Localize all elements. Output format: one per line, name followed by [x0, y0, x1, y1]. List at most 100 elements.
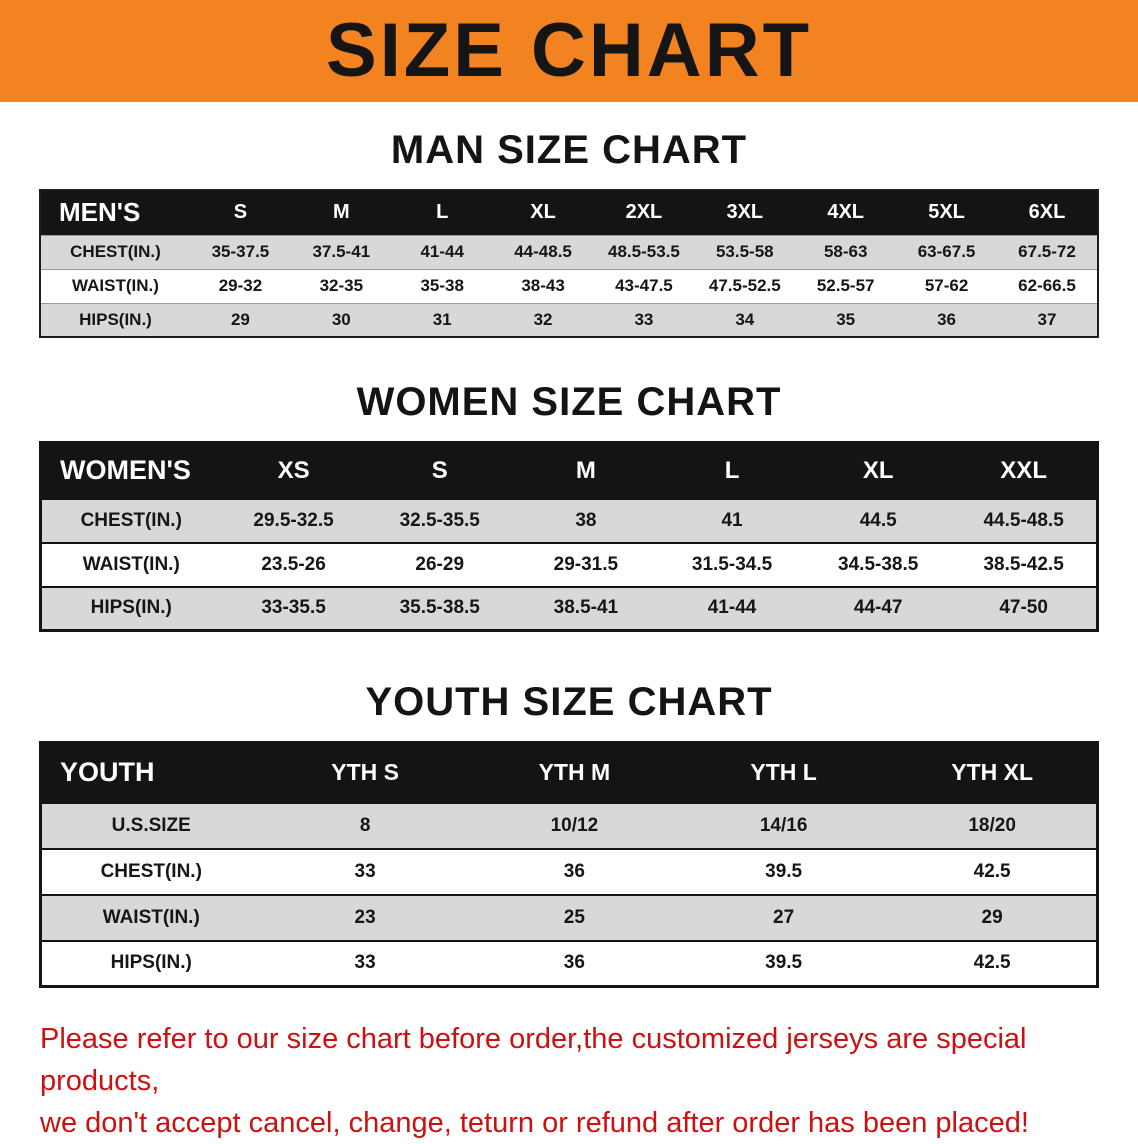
- size-value: 52.5-57: [795, 268, 897, 303]
- youth-size-section: YOUTH SIZE CHART YOUTH YTH S YTH M YTH L YTH…: [0, 680, 1138, 988]
- size-value: 38.5-42.5: [951, 541, 1098, 587]
- size-value: 44-47: [805, 585, 952, 631]
- size-value: 29-31.5: [512, 541, 659, 587]
- size-column-header: L: [436, 201, 449, 224]
- table-header-row: MEN'S S M L XL 2XL 3XL 4XL 5XL 6XL: [40, 190, 1098, 235]
- size-column-header: YTH L: [750, 759, 817, 786]
- size-chart-banner: SIZE CHART: [0, 0, 1138, 102]
- size-value: 14/16: [679, 801, 889, 849]
- table-row: WAIST(IN.) 29-32 32-35 35-38 38-43 43-47.5 47.…: [40, 268, 1098, 303]
- size-value: 36: [469, 847, 679, 895]
- men-section-title: MAN SIZE CHART: [390, 128, 748, 172]
- size-column-header: S: [431, 456, 448, 484]
- table-row: CHEST(IN.) 29.5-32.5 32.5-35.5 38 41 44.5 44.5…: [40, 497, 1098, 543]
- size-column-header: S: [233, 201, 248, 224]
- men-size-table: MEN'S S M L XL 2XL 3XL 4XL 5XL 6XL CHEST(IN.) 35-37…: [39, 189, 1099, 338]
- size-value: 33: [593, 302, 695, 337]
- women-size-section: WOMEN SIZE CHART WOMEN'S XS S M L XL XXL CHEST(…: [0, 380, 1138, 632]
- row-label: HIPS(IN.): [40, 302, 190, 337]
- size-value: 38.5-41: [512, 585, 659, 631]
- size-column-header: 4XL: [827, 201, 865, 224]
- size-value: 44.5: [805, 497, 952, 543]
- size-value: 27: [679, 893, 889, 941]
- size-value: 29: [190, 302, 291, 337]
- size-value: 37.5-41: [290, 234, 392, 269]
- banner-title: SIZE CHART: [326, 8, 812, 93]
- table-row: CHEST(IN.) 33 36 39.5 42.5: [40, 847, 1098, 895]
- table-row: HIPS(IN.) 33 36 39.5 42.5: [40, 939, 1098, 987]
- women-size-table: WOMEN'S XS S M L XL XXL CHEST(IN.) 29.5-32.5 32.5…: [39, 441, 1099, 632]
- size-value: 41: [658, 497, 806, 543]
- row-label: WAIST(IN.): [40, 893, 261, 941]
- size-value: 44.5-48.5: [951, 497, 1098, 543]
- size-value: 57-62: [896, 268, 997, 303]
- size-value: 58-63: [795, 234, 897, 269]
- size-value: 31: [391, 302, 493, 337]
- size-value: 43-47.5: [593, 268, 695, 303]
- size-value: 38-43: [492, 268, 594, 303]
- size-value: 32: [492, 302, 594, 337]
- table-row: U.S.SIZE 8 10/12 14/16 18/20: [40, 801, 1098, 849]
- size-column-header: YTH M: [538, 759, 611, 786]
- table-row: HIPS(IN.) 33-35.5 35.5-38.5 38.5-41 41-44 44-…: [40, 585, 1098, 631]
- size-value: 29-32: [190, 268, 291, 303]
- row-label: CHEST(IN.): [40, 847, 261, 895]
- size-value: 23: [260, 893, 470, 941]
- size-value: 33: [260, 939, 470, 987]
- table-row: HIPS(IN.) 29 30 31 32 33 34 35 36 37: [40, 302, 1098, 337]
- size-value: 32.5-35.5: [366, 497, 513, 543]
- row-label: U.S.SIZE: [40, 801, 261, 849]
- size-column-header: 3XL: [726, 201, 764, 224]
- size-value: 39.5: [679, 847, 889, 895]
- size-column-header: L: [724, 456, 740, 484]
- size-column-header: XL: [862, 456, 894, 484]
- size-value: 35-38: [391, 268, 493, 303]
- size-value: 23.5-26: [220, 541, 367, 587]
- row-label: HIPS(IN.): [40, 939, 261, 987]
- size-value: 26-29: [366, 541, 513, 587]
- size-value: 39.5: [679, 939, 889, 987]
- size-value: 29: [888, 893, 1098, 941]
- row-label: WAIST(IN.): [40, 541, 221, 587]
- size-value: 35: [795, 302, 897, 337]
- size-column-header: 5XL: [928, 201, 965, 224]
- table-header-row: WOMEN'S XS S M L XL XXL: [40, 442, 1098, 499]
- notice-line-2: we don't accept cancel, change, teturn o…: [40, 1107, 1029, 1140]
- size-value: 38: [512, 497, 659, 543]
- size-value: 34: [694, 302, 796, 337]
- table-corner-label: MEN'S: [59, 197, 141, 228]
- size-value: 42.5: [888, 939, 1098, 987]
- size-value: 62-66.5: [997, 268, 1098, 303]
- size-value: 41-44: [391, 234, 493, 269]
- row-label: CHEST(IN.): [40, 234, 190, 269]
- size-value: 25: [469, 893, 679, 941]
- women-section-title: WOMEN SIZE CHART: [356, 380, 782, 424]
- youth-section-title: YOUTH SIZE CHART: [365, 680, 773, 724]
- size-value: 42.5: [888, 847, 1098, 895]
- table-row: CHEST(IN.) 35-37.5 37.5-41 41-44 44-48.5 48.5…: [40, 234, 1098, 269]
- youth-size-table: YOUTH YTH S YTH M YTH L YTH XL U.S.SIZE 8 10/12…: [39, 741, 1099, 988]
- size-column-header: XXL: [1000, 456, 1047, 484]
- size-column-header: XL: [530, 201, 556, 224]
- size-value: 48.5-53.5: [593, 234, 695, 269]
- size-column-header: 6XL: [1028, 201, 1066, 224]
- notice-line-1: Please refer to our size chart before or…: [40, 1023, 1027, 1098]
- size-column-header: M: [575, 456, 596, 484]
- size-value: 31.5-34.5: [658, 541, 806, 587]
- size-value: 63-67.5: [896, 234, 997, 269]
- size-value: 32-35: [290, 268, 392, 303]
- table-header-row: YOUTH YTH S YTH M YTH L YTH XL: [40, 742, 1098, 803]
- size-column-header: YTH XL: [951, 759, 1034, 786]
- size-value: 18/20: [888, 801, 1098, 849]
- row-label: CHEST(IN.): [40, 497, 221, 543]
- size-column-header: XS: [277, 456, 310, 484]
- order-notice: Please refer to our size chart before or…: [40, 1018, 1138, 1144]
- size-value: 29.5-32.5: [220, 497, 367, 543]
- size-value: 53.5-58: [694, 234, 796, 269]
- size-value: 33-35.5: [220, 585, 367, 631]
- size-value: 67.5-72: [997, 234, 1098, 269]
- table-corner-label: WOMEN'S: [60, 455, 191, 486]
- size-value: 35.5-38.5: [366, 585, 513, 631]
- table-corner-label: YOUTH: [60, 757, 155, 788]
- row-label: HIPS(IN.): [40, 585, 221, 631]
